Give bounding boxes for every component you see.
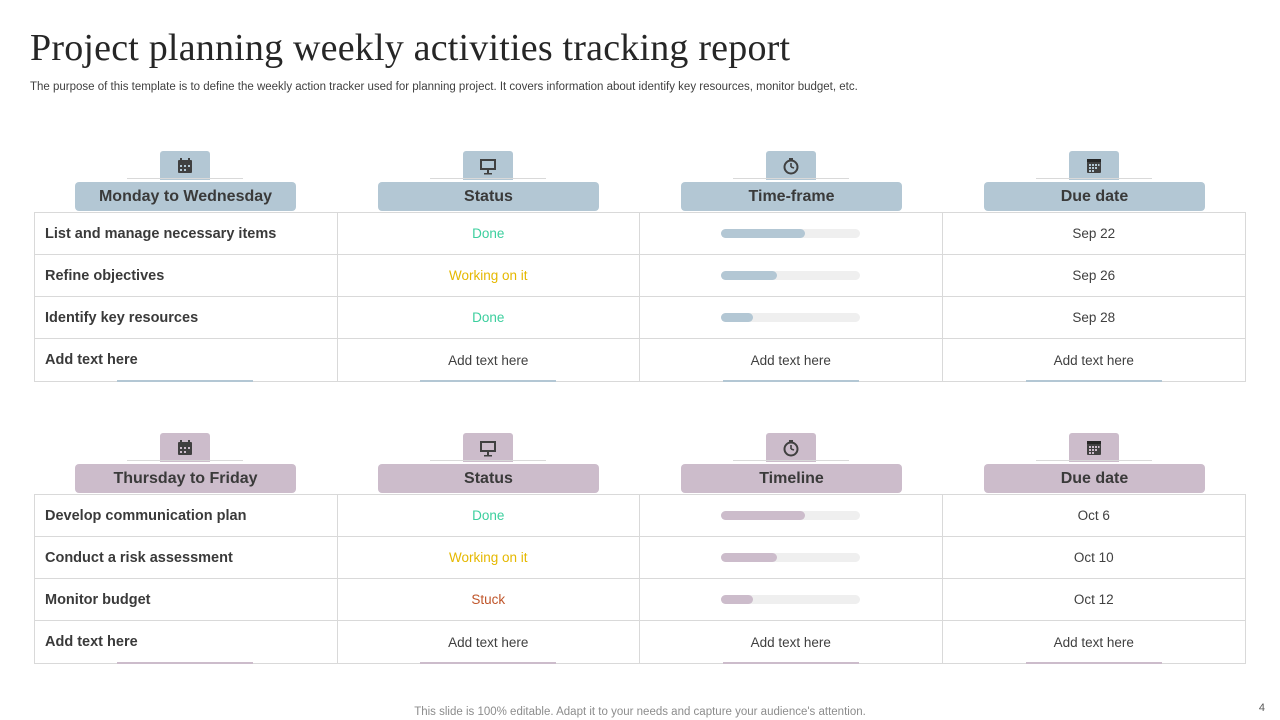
due-date-cell: Oct 12 xyxy=(1073,592,1114,607)
progress-bar xyxy=(721,553,861,562)
due-date-cell: Sep 22 xyxy=(1072,226,1116,241)
column-header-due-date: Due date xyxy=(943,432,1245,494)
task-cell: Monitor budget xyxy=(35,579,338,620)
status-cell: Stuck xyxy=(338,579,641,620)
table-row: Add text here Add text here Add text her… xyxy=(35,339,1245,381)
progress-bar xyxy=(721,595,861,604)
status-cell: Done xyxy=(338,213,641,254)
footer-accent-lines xyxy=(34,380,1246,386)
footer-note: This slide is 100% editable. Adapt it to… xyxy=(414,706,866,718)
progress-fill xyxy=(721,229,805,238)
tracker-section-mon-wed: Monday to Wednesday Status Time-frame Du… xyxy=(34,150,1246,386)
timeline-cell: Add text here xyxy=(640,621,943,663)
due-date-cell: Sep 28 xyxy=(1072,310,1116,325)
status-cell: Working on it xyxy=(338,537,641,578)
task-cell: Conduct a risk assessment xyxy=(35,537,338,578)
section-header-row: Monday to Wednesday Status Time-frame Du… xyxy=(34,150,1246,212)
table-row: Add text here Add text here Add text her… xyxy=(35,621,1245,663)
column-header-timeframe: Time-frame xyxy=(640,150,942,212)
due-date-cell: Add text here xyxy=(1053,352,1134,368)
task-cell: Develop communication plan xyxy=(35,495,338,536)
header-pill: Status xyxy=(378,182,599,211)
due-date-cell: Oct 6 xyxy=(1077,508,1110,523)
column-header-days: Monday to Wednesday xyxy=(34,150,336,212)
presentation-board-icon xyxy=(463,433,513,462)
table-row: List and manage necessary items Done Sep… xyxy=(35,213,1245,255)
timeline-cell xyxy=(640,495,943,536)
presentation-board-icon xyxy=(463,151,513,180)
status-cell: Done xyxy=(338,495,641,536)
progress-bar xyxy=(721,271,861,280)
tracker-section-thu-fri: Thursday to Friday Status Timeline Due d… xyxy=(34,432,1246,668)
table-row: Refine objectives Working on it Sep 26 xyxy=(35,255,1245,297)
due-date-cell: Sep 26 xyxy=(1072,268,1116,283)
table-row: Identify key resources Done Sep 28 xyxy=(35,297,1245,339)
task-cell: Refine objectives xyxy=(35,255,338,296)
timeline-cell xyxy=(640,579,943,620)
calendar-icon xyxy=(160,433,210,462)
status-cell: Done xyxy=(338,297,641,338)
timeframe-cell xyxy=(640,255,943,296)
footer-accent-lines xyxy=(34,662,1246,668)
calendar-icon xyxy=(160,151,210,180)
progress-fill xyxy=(721,313,754,322)
progress-bar xyxy=(721,229,861,238)
page-title: Project planning weekly activities track… xyxy=(30,27,791,69)
status-cell: Add text here xyxy=(338,339,641,381)
progress-fill xyxy=(721,511,805,520)
status-cell: Working on it xyxy=(338,255,641,296)
status-cell: Add text here xyxy=(338,621,641,663)
timeframe-cell xyxy=(640,297,943,338)
timeframe-cell: Add text here xyxy=(640,339,943,381)
section-header-row: Thursday to Friday Status Timeline Due d… xyxy=(34,432,1246,494)
page-subtitle: The purpose of this template is to defin… xyxy=(30,81,858,93)
timeline-cell xyxy=(640,537,943,578)
stopwatch-icon xyxy=(766,433,816,462)
header-pill: Thursday to Friday xyxy=(75,464,296,493)
header-pill: Time-frame xyxy=(681,182,902,211)
column-header-due-date: Due date xyxy=(943,150,1245,212)
table-row: Monitor budget Stuck Oct 12 xyxy=(35,579,1245,621)
tracker-table: List and manage necessary items Done Sep… xyxy=(34,212,1246,382)
progress-fill xyxy=(721,271,777,280)
header-pill: Status xyxy=(378,464,599,493)
task-cell: Add text here xyxy=(35,621,338,663)
calendar-grid-icon xyxy=(1069,433,1119,462)
due-date-cell: Add text here xyxy=(1053,634,1134,650)
column-header-status: Status xyxy=(337,150,639,212)
header-pill: Timeline xyxy=(681,464,902,493)
column-header-days: Thursday to Friday xyxy=(34,432,336,494)
task-cell: Identify key resources xyxy=(35,297,338,338)
task-cell: Add text here xyxy=(35,339,338,381)
table-row: Develop communication plan Done Oct 6 xyxy=(35,495,1245,537)
timeframe-cell xyxy=(640,213,943,254)
progress-fill xyxy=(721,553,777,562)
tracker-table: Develop communication plan Done Oct 6 Co… xyxy=(34,494,1246,664)
column-header-timeline: Timeline xyxy=(640,432,942,494)
due-date-cell: Oct 10 xyxy=(1073,550,1114,565)
column-header-status: Status xyxy=(337,432,639,494)
table-row: Conduct a risk assessment Working on it … xyxy=(35,537,1245,579)
stopwatch-icon xyxy=(766,151,816,180)
task-cell: List and manage necessary items xyxy=(35,213,338,254)
progress-bar xyxy=(721,313,861,322)
header-pill: Due date xyxy=(984,182,1205,211)
progress-bar xyxy=(721,511,861,520)
page-number: 4 xyxy=(1258,702,1265,714)
progress-fill xyxy=(721,595,754,604)
calendar-grid-icon xyxy=(1069,151,1119,180)
header-pill: Due date xyxy=(984,464,1205,493)
header-pill: Monday to Wednesday xyxy=(75,182,296,211)
